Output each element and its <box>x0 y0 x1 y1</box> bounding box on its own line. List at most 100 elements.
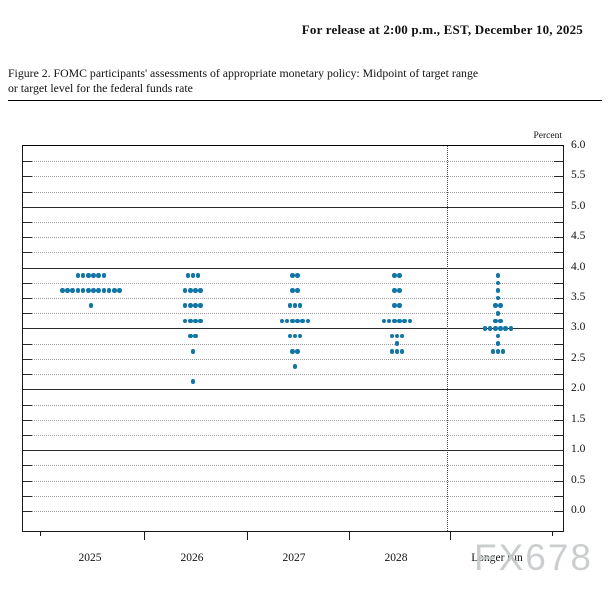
y-axis-label: 1.0 <box>571 443 586 456</box>
dot-cluster <box>493 303 503 308</box>
gridline-left-tick <box>23 161 32 163</box>
x-axis-tick <box>144 531 145 540</box>
gridline-dotted <box>23 313 563 315</box>
projection-dot <box>86 272 91 278</box>
gridline-dotted <box>23 374 563 376</box>
projection-dot <box>295 318 300 324</box>
projection-dot <box>389 333 395 339</box>
x-axis-label-longer-run: Longer run <box>471 552 523 564</box>
projection-dot <box>101 288 107 293</box>
gridline-dotted <box>23 237 563 239</box>
x-axis-label-2025: 2025 <box>78 552 102 564</box>
gridline-dotted <box>23 176 563 178</box>
projection-dot <box>101 272 107 278</box>
dot-cluster <box>190 349 196 354</box>
gridline-left-tick <box>23 358 32 360</box>
x-axis-tick <box>247 531 248 540</box>
gridline-left-tick <box>23 298 32 300</box>
gridline-dotted <box>23 282 563 284</box>
projection-dot <box>91 288 96 293</box>
projection-dot <box>498 318 503 324</box>
projection-dot <box>185 272 191 278</box>
gridline-right-tick <box>554 161 563 163</box>
projection-dot <box>195 272 201 278</box>
y-axis-label: 0.0 <box>571 503 586 516</box>
dot-cluster <box>88 303 94 308</box>
projection-dot <box>292 333 298 339</box>
projection-dot <box>394 333 400 339</box>
gridline-left-tick <box>23 434 32 436</box>
dot-cluster <box>190 379 196 385</box>
gridline-left-tick <box>23 419 32 421</box>
gridline-left-tick <box>23 191 32 193</box>
projection-dot <box>495 295 501 301</box>
projection-dot <box>392 318 397 324</box>
gridline-dotted <box>23 465 563 467</box>
gridline-left-tick <box>23 465 32 467</box>
gridline-left-tick <box>23 510 32 512</box>
dot-cluster <box>182 288 204 293</box>
dot-cluster <box>75 272 107 278</box>
gridline-dotted <box>23 419 563 421</box>
gridline-solid <box>23 206 563 208</box>
gridline-right-tick <box>554 191 563 193</box>
gridline-right-tick <box>554 298 563 300</box>
projection-dot <box>188 333 193 339</box>
percent-axis-label: Percent <box>533 131 563 141</box>
gridline-right-tick <box>554 465 563 467</box>
projection-dot <box>508 326 514 331</box>
projection-dot <box>295 349 300 354</box>
projection-dot <box>498 326 503 331</box>
projection-dot <box>495 280 501 286</box>
gridline-left-tick <box>23 282 32 284</box>
projection-dot <box>493 303 498 308</box>
projection-dot <box>290 272 295 278</box>
projection-dot <box>287 333 293 339</box>
y-axis-label: 4.5 <box>571 230 586 243</box>
projection-dot <box>188 288 193 293</box>
plot-area: Percent 6.0 5.5 5.0 4.5 4.0 3.5 3.0 2.5 2.0 1.5 1.… <box>22 131 585 540</box>
dot-cluster <box>495 333 501 339</box>
projection-dot <box>182 288 188 293</box>
gridline-left-tick <box>23 374 32 376</box>
dot-cluster <box>392 272 402 278</box>
dot-cluster <box>292 364 298 369</box>
gridline-dotted <box>23 510 563 512</box>
projection-dot <box>493 326 498 331</box>
projection-dot <box>487 326 493 331</box>
dot-cluster <box>188 333 198 339</box>
gridline-dotted <box>23 222 563 224</box>
dot-cluster <box>185 272 201 278</box>
projection-dot <box>500 349 506 354</box>
projection-dot <box>88 303 94 308</box>
projection-dot <box>290 318 295 324</box>
gridline-right-tick <box>554 480 563 482</box>
y-axis-label: 6.0 <box>571 139 586 151</box>
gridline-right-tick <box>554 495 563 497</box>
figure-caption: Figure 2. FOMC participants' assessments… <box>8 66 602 96</box>
gridline-right-tick <box>554 313 563 315</box>
dot-cluster <box>287 303 303 308</box>
dot-cluster <box>389 333 405 339</box>
gridline-dotted <box>23 480 563 482</box>
projection-dot <box>394 341 400 346</box>
projection-dot <box>300 318 306 324</box>
projection-dot <box>190 349 196 354</box>
projection-dot <box>60 288 65 293</box>
dot-cluster <box>182 303 204 308</box>
dot-cluster <box>381 318 413 324</box>
projection-dot <box>503 326 509 331</box>
projection-dot <box>495 310 501 316</box>
dot-cluster <box>493 318 503 324</box>
watermark: FX678 <box>474 537 594 578</box>
gridline-left-tick <box>23 237 32 239</box>
gridline-right-tick <box>554 404 563 406</box>
projection-dot <box>381 318 387 324</box>
projection-dot <box>65 288 70 293</box>
gridline-right-tick <box>554 343 563 345</box>
dot-cluster <box>287 333 303 339</box>
projection-dot <box>190 379 196 385</box>
projection-dot <box>297 303 303 308</box>
projection-dot <box>397 288 402 293</box>
x-axis-tick <box>349 531 350 540</box>
